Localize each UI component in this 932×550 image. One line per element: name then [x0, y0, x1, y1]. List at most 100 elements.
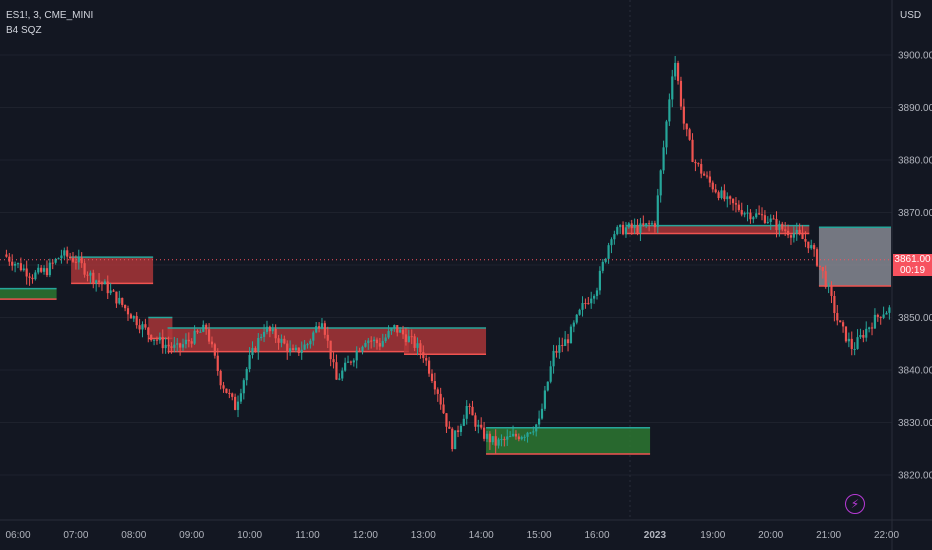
- candle-body: [216, 355, 219, 371]
- candle-body: [37, 267, 40, 273]
- candle-body: [488, 433, 491, 443]
- candle-body: [844, 326, 848, 342]
- price-tick-label: 3900.00: [898, 51, 932, 62]
- candle-body: [436, 389, 439, 394]
- candle-body: [717, 192, 720, 199]
- time-tick-label: 06:00: [5, 530, 30, 541]
- candle-body: [879, 316, 882, 318]
- candle-body: [77, 257, 80, 263]
- chart-legend: ES1!, 3, CME_MINI B4 SQZ: [6, 8, 93, 38]
- lightning-icon[interactable]: ⚡︎: [845, 494, 865, 514]
- candle-body: [196, 330, 199, 333]
- candle-body: [627, 223, 630, 228]
- candle-body: [818, 265, 822, 267]
- candle-body: [540, 408, 544, 419]
- candle-body: [239, 393, 243, 402]
- candle-body: [309, 340, 312, 345]
- candle-body: [228, 392, 231, 394]
- candle-body: [697, 163, 700, 165]
- candle-body: [674, 62, 677, 77]
- candle-body: [633, 225, 636, 229]
- candle-body: [616, 227, 619, 235]
- candle-body: [315, 326, 318, 333]
- candle-body: [265, 326, 269, 332]
- candle-body: [320, 323, 324, 329]
- candle-body: [115, 291, 118, 304]
- candle-body: [885, 312, 888, 315]
- candle-body: [381, 341, 384, 347]
- last-price-badge: 3861.00 00:19: [893, 253, 932, 276]
- candle-body: [112, 290, 115, 292]
- candle-body: [448, 426, 451, 429]
- candle-body: [671, 76, 674, 100]
- candle-body: [607, 245, 610, 259]
- candle-body: [873, 314, 877, 329]
- candle-body: [225, 388, 228, 393]
- candle-body: [170, 346, 173, 348]
- candle-body: [514, 433, 518, 437]
- candle-body: [291, 348, 295, 351]
- candle-body: [630, 223, 633, 229]
- candle-body: [552, 350, 555, 367]
- candle-body: [711, 182, 714, 190]
- candle-body: [778, 223, 781, 231]
- candle-body: [792, 233, 795, 238]
- candle-body: [80, 257, 83, 264]
- candle-body: [621, 224, 625, 235]
- candle-body: [795, 229, 798, 234]
- candle-body: [19, 263, 22, 271]
- currency-label[interactable]: USD: [900, 10, 922, 21]
- candle-body: [459, 425, 463, 432]
- candle-body: [766, 221, 769, 223]
- candle-body: [129, 314, 133, 319]
- candle-body: [439, 393, 442, 405]
- indicator-label[interactable]: B4 SQZ: [6, 25, 42, 36]
- candle-body: [193, 330, 196, 344]
- candle-body: [763, 215, 767, 223]
- candle-body: [338, 378, 341, 380]
- candle-body: [520, 437, 523, 440]
- candle-body: [222, 385, 225, 389]
- candle-body: [387, 331, 390, 338]
- time-axis: 06:00 07:00 08:00 09:00 10:00 11:00 12:00 13:00…: [5, 530, 899, 541]
- candle-body: [234, 396, 237, 410]
- candle-body: [497, 439, 500, 446]
- candle-body: [367, 340, 370, 343]
- candle-body: [511, 433, 515, 437]
- time-tick-label: 16:00: [584, 530, 609, 541]
- candle-body: [703, 173, 706, 176]
- candle-body: [694, 161, 697, 164]
- candle-body: [393, 325, 396, 329]
- price-tick-label: 3850.00: [898, 313, 932, 324]
- candle-body: [317, 326, 321, 329]
- candle-body: [784, 229, 787, 231]
- candle-body: [312, 332, 315, 341]
- candle-body: [289, 348, 292, 353]
- candle-body: [28, 276, 31, 278]
- candle-body: [283, 338, 286, 344]
- candle-body: [378, 343, 381, 347]
- candle-body: [821, 266, 824, 272]
- candle-body: [60, 255, 63, 259]
- candle-body: [682, 106, 685, 124]
- candle-body: [262, 331, 266, 337]
- candle-body: [25, 268, 28, 277]
- candle-body: [480, 424, 483, 428]
- candle-body: [346, 361, 350, 363]
- candle-body: [723, 190, 726, 200]
- candle-body: [810, 245, 813, 249]
- symbol-label[interactable]: ES1!, 3, CME_MINI: [6, 10, 94, 21]
- time-tick-label: 21:00: [816, 530, 841, 541]
- candle-body: [355, 350, 358, 361]
- candle-body: [124, 304, 127, 309]
- candle-body: [526, 432, 529, 437]
- candle-body: [219, 370, 222, 386]
- candle-body: [662, 147, 665, 171]
- candle-body: [286, 343, 289, 353]
- candle-body: [839, 320, 842, 323]
- price-tick-label: 3880.00: [898, 156, 932, 167]
- candle-body: [760, 214, 764, 216]
- candle-body: [181, 344, 185, 348]
- time-tick-label: 09:00: [179, 530, 204, 541]
